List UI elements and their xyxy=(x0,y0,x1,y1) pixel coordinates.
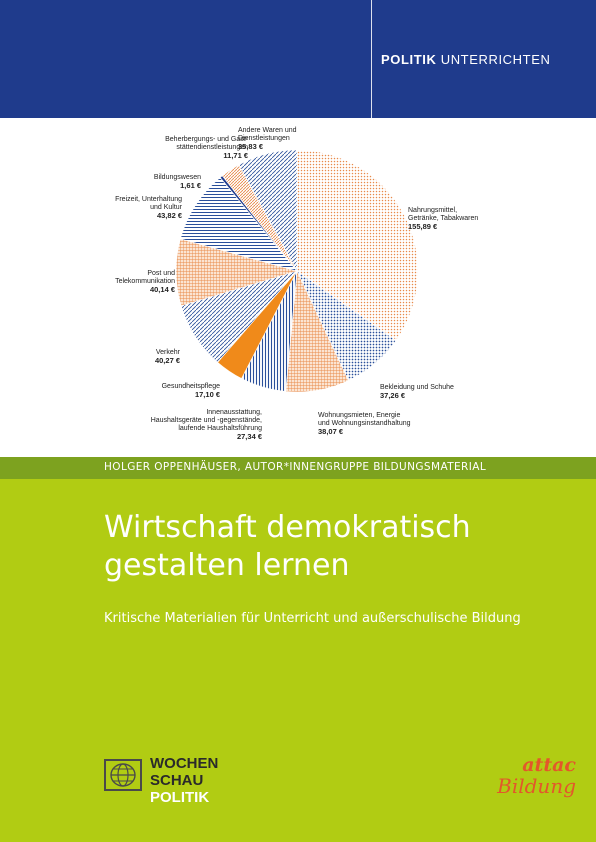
publisher-line-3: POLITIK xyxy=(150,789,210,806)
slice-value: 38,07 € xyxy=(318,427,344,436)
partner-logo-line-1: attac xyxy=(522,754,576,776)
slice-label-text: und Wohnungsinstandhaltung xyxy=(318,420,411,427)
publisher-logo: WOCHEN SCHAU POLITIK xyxy=(104,755,244,811)
slice-value: 37,26 € xyxy=(380,391,406,400)
publisher-line-2: SCHAU xyxy=(150,772,204,789)
slice-label-text: Nahrungsmittel, xyxy=(408,207,457,214)
slice-label-text: und Kultur xyxy=(150,204,183,211)
title-panel: Wirtschaft demokratisch gestalten lernen… xyxy=(0,479,596,842)
book-subtitle: Kritische Materialien für Unterricht und… xyxy=(104,611,521,626)
slice-label-text: Verkehr xyxy=(156,349,181,356)
partner-logo: attac Bildung xyxy=(476,755,576,811)
pie-slice-11 xyxy=(238,149,298,272)
slice-value: 11,71 € xyxy=(223,151,248,160)
header-band: POLITIK UNTERRICHTEN xyxy=(0,0,596,118)
slice-label-text: Beherbergungs- und Gast- xyxy=(165,136,249,143)
series-label: POLITIK UNTERRICHTEN xyxy=(381,52,550,67)
book-title-line-2: gestalten lernen xyxy=(104,548,350,583)
header-divider xyxy=(371,0,372,118)
slice-value: 40,14 € xyxy=(150,285,176,294)
pie-chart: Nahrungsmittel,Getränke, Tabakwaren155,8… xyxy=(115,127,478,441)
series-label-rest: UNTERRICHTEN xyxy=(440,52,551,67)
author-names: HOLGER OPPENHÄUSER, AUTOR*INNENGRUPPE BI… xyxy=(104,461,487,473)
slice-value: 40,27 € xyxy=(155,356,181,365)
book-title-line-1: Wirtschaft demokratisch xyxy=(104,510,471,545)
slice-value: 35,83 € xyxy=(238,142,264,151)
slice-label-text: Wohnungsmieten, Energie xyxy=(318,412,400,419)
slice-label-text: Freizeit, Unterhaltung xyxy=(115,196,182,203)
slice-label-text: Gesundheitspflege xyxy=(162,383,220,390)
slice-label-text: Dienstleistungen xyxy=(238,135,290,142)
slice-label-4: Innenausstattung,Haushaltsgeräte und -ge… xyxy=(151,409,263,441)
slice-label-text: Haushaltsgeräte und -gegenstände, xyxy=(151,417,262,424)
pie-slice-1 xyxy=(296,149,419,341)
slice-label-text: Post und xyxy=(147,270,175,277)
slice-label-text: stättendienstleistungen xyxy=(176,144,248,151)
slice-value: 155,89 € xyxy=(408,222,438,231)
slice-label-10: Beherbergungs- und Gast-stättendienstlei… xyxy=(165,136,249,160)
slice-value: 27,34 € xyxy=(237,432,263,441)
author-bar: HOLGER OPPENHÄUSER, AUTOR*INNENGRUPPE BI… xyxy=(0,457,596,479)
slice-label-text: Telekommunikation xyxy=(115,278,175,285)
series-label-bold: POLITIK xyxy=(381,52,437,67)
slice-label-text: Bildungswesen xyxy=(154,174,201,181)
slice-value: 43,82 € xyxy=(157,211,183,220)
pie-slice-8 xyxy=(180,177,298,272)
slice-label-text: Innenausstattung, xyxy=(206,409,262,416)
globe-icon xyxy=(104,759,142,791)
slice-label-1: Nahrungsmittel,Getränke, Tabakwaren155,8… xyxy=(408,207,478,231)
slice-label-text: Bekleidung und Schuhe xyxy=(380,384,454,391)
slice-label-text: laufende Haushaltsführung xyxy=(178,425,262,432)
book-title: Wirtschaft demokratisch gestalten lernen xyxy=(104,509,574,585)
partner-logo-line-2: Bildung xyxy=(497,774,576,798)
slice-value: 17,10 € xyxy=(195,390,221,399)
slice-label-text: Andere Waren und xyxy=(238,127,297,134)
slice-label-text: Getränke, Tabakwaren xyxy=(408,215,478,222)
chart-area: Nahrungsmittel, Getränke, Tabakwaren 155,8… xyxy=(0,118,596,457)
slice-value: 1,61 € xyxy=(180,181,202,190)
publisher-line-1: WOCHEN xyxy=(150,755,219,772)
publisher-wordmark: WOCHEN SCHAU POLITIK xyxy=(150,755,218,806)
